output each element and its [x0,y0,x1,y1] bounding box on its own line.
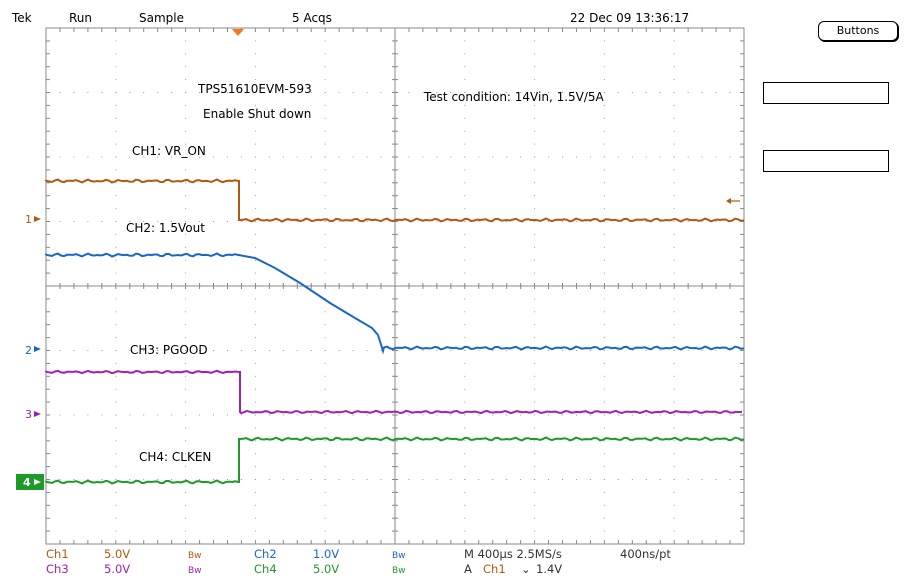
ch1-scale: 5.0V [104,547,130,561]
acquisition-count: 5 Acqs [292,11,332,25]
ch2-name: Ch2 [254,547,277,561]
ch4-name: Ch4 [254,562,277,576]
trigger-level: 1.4V [536,562,562,576]
brand-label: Tek [12,11,32,25]
trigger-slope: ⌄ [521,562,531,576]
ch2-waveform [45,252,745,355]
ch1-waveform [45,178,745,223]
ch1-ground-marker: 1 [25,213,41,226]
ch3-ground-marker: 3 [25,408,41,421]
test-condition-annotation: Test condition: 14Vin, 1.5V/5A [423,90,605,104]
ch1-bw: Bw [188,551,202,561]
side-menu-box-1[interactable] [763,82,889,104]
svg-text:4: 4 [23,476,31,489]
date-time: 22 Dec 09 13:36:17 [570,11,690,25]
ch4-bw: Bw [392,566,406,576]
event-annotation: Enable Shut down [203,107,311,121]
buttons-button[interactable]: Buttons [818,21,898,41]
side-menu-box-2[interactable] [763,150,889,172]
timebase-readout: M 400µs 2.5MS/s [464,547,562,561]
svg-text:2: 2 [25,344,32,357]
acquisition-mode: Sample [139,11,184,25]
run-state: Run [69,11,93,25]
ch1-name: Ch1 [46,547,69,561]
ch3-bw: Bw [188,566,202,576]
graticule-grid [45,27,744,545]
board-annotation: TPS51610EVM-593 [197,82,312,96]
ch1-annotation: CH1: VR_ON [132,144,206,158]
ch2-ground-marker: 2 [25,344,41,357]
ch4-waveform [45,436,745,485]
ch4-scale: 5.0V [313,562,339,576]
trigger-prefix: A [464,562,472,576]
svg-text:1: 1 [25,213,32,226]
trigger-source: Ch1 [483,562,506,576]
trigger-level-arrow [726,198,740,204]
ch4-annotation: CH4: CLKEN [139,450,211,464]
svg-text:3: 3 [25,408,32,421]
ch3-annotation: CH3: PGOOD [130,343,208,357]
ch4-ground-marker: 4 [16,474,44,490]
ch3-name: Ch3 [46,562,69,576]
ch3-scale: 5.0V [104,562,130,576]
ch2-bw: Bw [392,551,406,561]
trigger-position-marker [232,29,244,36]
record-readout: 400ns/pt [620,547,671,561]
ch2-scale: 1.0V [313,547,339,561]
ch2-annotation: CH2: 1.5Vout [126,221,205,235]
ch3-waveform [45,369,743,415]
